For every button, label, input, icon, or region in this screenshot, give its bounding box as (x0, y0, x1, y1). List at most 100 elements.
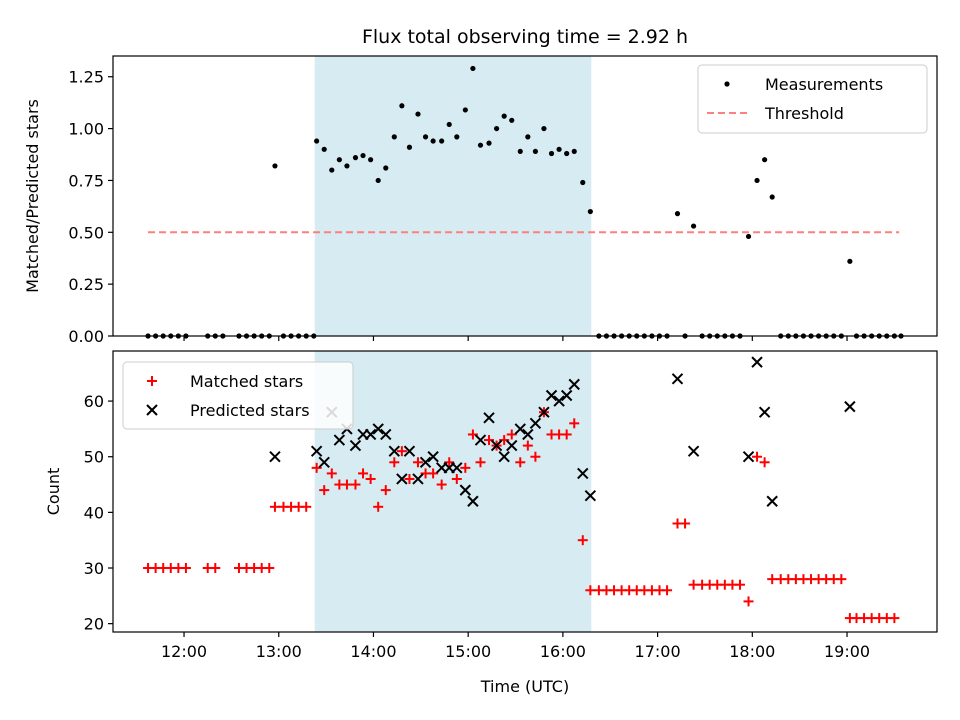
data-point (571, 148, 577, 155)
legend: Measurements Threshold (697, 64, 928, 134)
data-point (568, 378, 580, 391)
data-point (360, 152, 366, 159)
data-point (515, 457, 526, 468)
legend-label-threshold: Threshold (764, 104, 844, 123)
data-point (341, 479, 352, 490)
data-point (662, 585, 673, 596)
data-point (501, 113, 507, 119)
data-point (844, 400, 856, 413)
data-point (889, 613, 900, 624)
data-point (564, 150, 570, 157)
data-point (301, 501, 312, 512)
data-point-b (419, 456, 432, 468)
data-point (451, 462, 463, 474)
data-point (569, 418, 580, 429)
data-point (545, 389, 558, 402)
data-point (483, 412, 495, 424)
data-point (459, 484, 472, 496)
data-point (529, 417, 542, 430)
data-point (380, 485, 391, 496)
data-point (269, 501, 280, 512)
data-point (318, 456, 330, 468)
x-tick-label: 13:00 (256, 642, 302, 661)
series-matched-stars (143, 407, 900, 624)
data-point (365, 473, 376, 484)
data-point-b (844, 400, 856, 413)
x-tick-label: 17:00 (635, 642, 681, 661)
shaded-observing-window (314, 56, 592, 336)
data-point (349, 439, 362, 452)
data-point (688, 579, 699, 590)
data-point (751, 356, 763, 368)
data-point-b (490, 439, 503, 452)
y-tick-label: 0.25 (68, 275, 104, 294)
y-tick-label: 1.25 (68, 68, 104, 87)
data-point-b (396, 473, 408, 485)
data-point (532, 148, 539, 155)
data-point (680, 518, 691, 529)
data-point (396, 473, 408, 485)
y-tick-label: 0.00 (68, 327, 104, 346)
x-tick-label: 19:00 (824, 642, 870, 661)
y-tick-label: 1.00 (68, 120, 104, 139)
data-point (430, 138, 436, 144)
data-point (428, 468, 439, 479)
data-point-b (742, 451, 755, 463)
data-point (269, 451, 281, 463)
data-point (671, 373, 684, 385)
data-point (391, 134, 397, 140)
y-axis-label: Matched/Predicted stars (23, 99, 42, 293)
data-point-b (522, 428, 534, 441)
data-point-b (364, 428, 377, 441)
data-point (587, 208, 593, 215)
data-point (272, 163, 278, 169)
data-point (577, 467, 589, 480)
data-point (585, 585, 596, 596)
data-point (556, 146, 562, 152)
data-point (404, 473, 415, 484)
data-point (373, 501, 384, 512)
x-tick-label: 12:00 (161, 642, 207, 661)
legend-label-matched: Matched stars (190, 372, 303, 391)
top-panel: 0.00 0.25 0.50 0.75 1.00 1.25 Matched/Predicte… (23, 26, 938, 346)
data-point (321, 146, 327, 152)
data-point-b (577, 467, 589, 480)
data-point-b (568, 378, 580, 391)
data-point (486, 140, 492, 146)
data-point-b (671, 373, 684, 385)
data-point (745, 233, 752, 240)
data-point (264, 563, 275, 574)
data-point (383, 165, 389, 171)
data-point (451, 473, 462, 484)
data-point (577, 535, 588, 546)
data-point (560, 389, 573, 402)
data-point (319, 485, 330, 496)
data-point (475, 457, 486, 468)
data-point (314, 138, 320, 144)
data-point (553, 395, 565, 407)
data-point (326, 468, 337, 479)
data-point (506, 439, 518, 452)
x-tick-label: 15:00 (445, 642, 491, 661)
legend-label-measurements: Measurements (765, 75, 883, 94)
series-predicted-stars (269, 356, 856, 507)
data-point-b (538, 406, 550, 418)
data-point-b (498, 451, 510, 463)
data-point (762, 157, 768, 163)
data-point (517, 148, 523, 155)
data-point (498, 451, 510, 463)
data-point (462, 107, 468, 113)
data-point (210, 563, 221, 574)
data-point (766, 495, 778, 507)
data-point (538, 406, 550, 418)
data-point (454, 134, 460, 140)
data-point (399, 103, 405, 109)
data-point (742, 451, 755, 463)
data-point (470, 65, 476, 72)
data-point-b (427, 451, 439, 463)
data-point (752, 451, 763, 462)
data-point-b (388, 445, 401, 457)
legend-label-predicted: Predicted stars (190, 401, 310, 420)
data-point-b (333, 434, 346, 446)
